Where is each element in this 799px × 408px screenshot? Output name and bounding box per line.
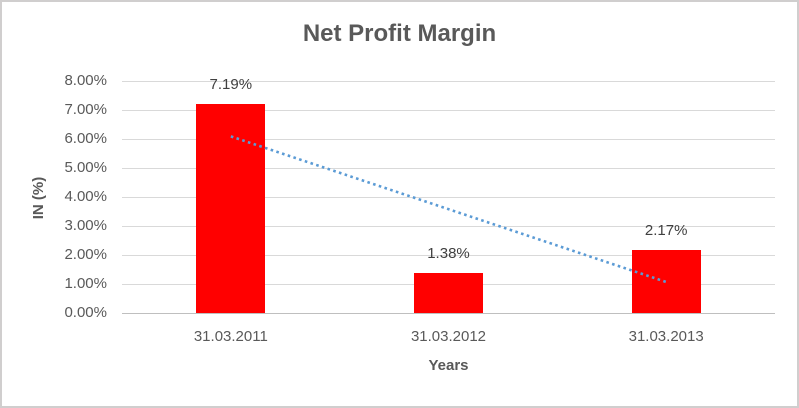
bar-data-label: 1.38%	[427, 244, 470, 262]
gridline	[122, 80, 775, 82]
x-tick-label: 31.03.2012	[410, 328, 487, 345]
gridline	[122, 109, 775, 111]
bar	[414, 272, 483, 313]
bar	[631, 250, 701, 313]
x-tick-label: 31.03.2013	[628, 328, 704, 345]
bar-data-label: 2.17%	[644, 222, 688, 240]
x-axis-title: Years	[428, 357, 469, 374]
y-tick-label: 2.00%	[64, 246, 107, 263]
chart-title: Net Profit Margin	[302, 20, 497, 47]
y-tick-label: 6.00%	[64, 130, 107, 147]
y-tick-label: 5.00%	[64, 159, 107, 176]
y-tick-label: 8.00%	[64, 72, 107, 89]
y-tick-label: 1.00%	[64, 275, 107, 292]
y-tick-label: 7.00%	[64, 101, 107, 118]
x-tick-label: 31.03.2011	[193, 328, 268, 345]
x-axis-line	[122, 312, 775, 314]
bar-data-label: 7.19%	[209, 76, 253, 94]
y-tick-label: 0.00%	[64, 304, 107, 321]
y-tick-label: 4.00%	[64, 188, 107, 205]
bar	[196, 104, 266, 313]
y-tick-label: 3.00%	[64, 217, 107, 234]
